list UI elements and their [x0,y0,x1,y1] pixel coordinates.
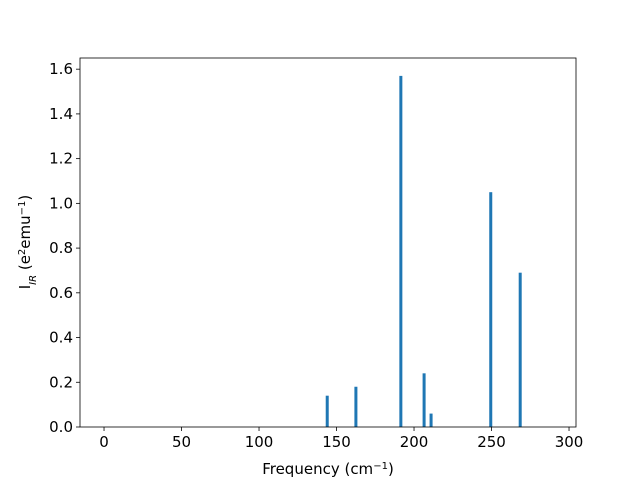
x-tick-label: 300 [555,433,584,451]
y-tick-label: 1.2 [49,150,73,168]
bar [489,192,493,427]
y-tick-label: 0.0 [49,418,73,436]
label-part: (e [16,255,34,275]
label-part: IR [28,275,39,285]
label-part: ) [388,460,394,478]
x-tick-label: 50 [172,433,191,451]
y-tick-label: 0.2 [49,373,73,391]
y-tick-label: 1.6 [49,60,73,78]
y-tick-label: 0.6 [49,284,73,302]
y-axis-label: IIR (e2emu−1) [16,195,39,290]
x-tick-label: 100 [245,433,274,451]
bar [429,413,433,427]
bar [399,75,403,428]
x-tick-label: 150 [322,433,351,451]
label-part: −1 [373,461,388,472]
plot-area [325,75,522,428]
bar [354,386,358,427]
label-part: −1 [17,201,28,216]
x-tick-label: 200 [400,433,429,451]
label-part: emu [16,215,34,248]
label-part: 2 [17,249,28,255]
bar [518,272,522,427]
y-tick-label: 0.8 [49,239,73,257]
bar [422,373,426,427]
label-part: Frequency (cm [262,460,373,478]
x-axis-label: Frequency (cm−1) [262,460,394,478]
y-tick-label: 1.0 [49,194,73,212]
bar [325,395,329,427]
label-part: I [16,285,34,289]
axes-frame [79,57,577,428]
x-tick-label: 0 [99,433,109,451]
y-tick-label: 1.4 [49,105,73,123]
label-part: ) [16,195,34,201]
y-tick-label: 0.4 [49,329,73,347]
x-tick-label: 250 [477,433,506,451]
